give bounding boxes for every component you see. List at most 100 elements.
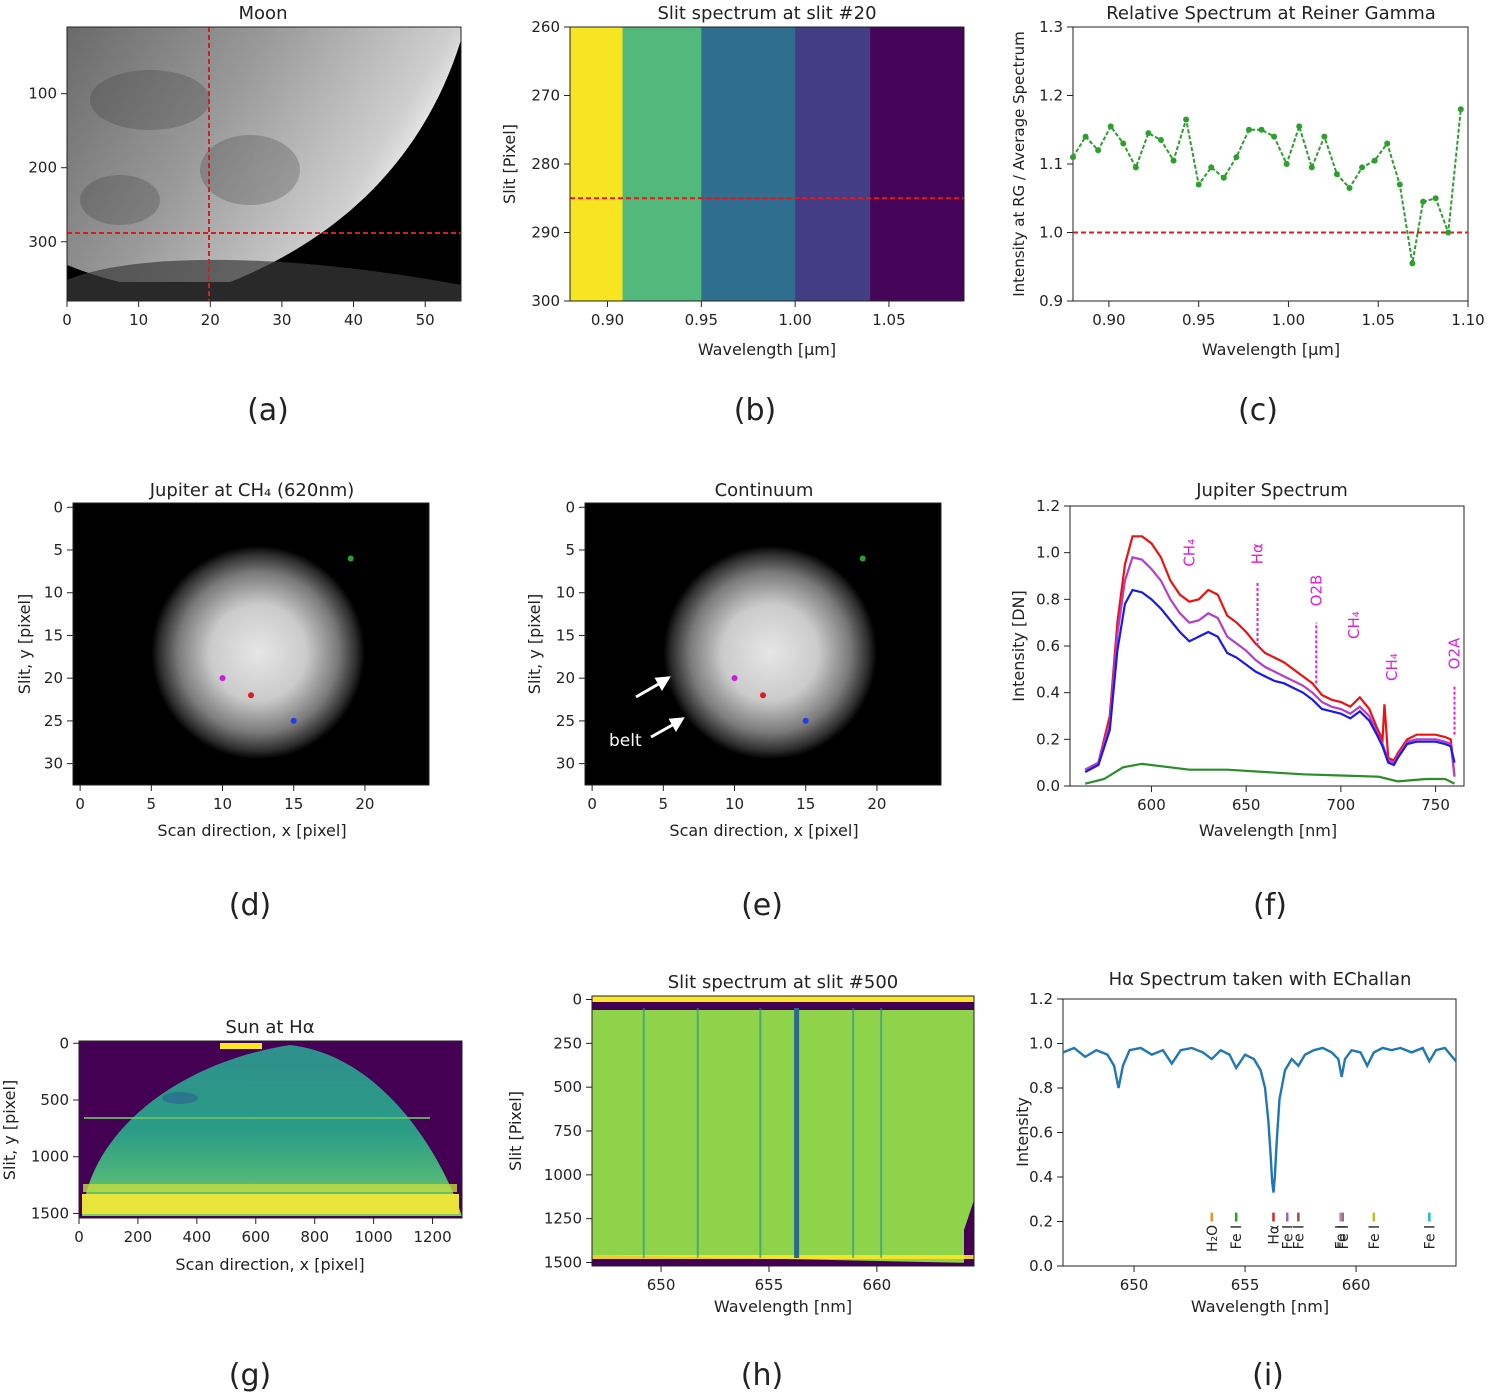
data-point xyxy=(1457,106,1464,113)
line-id-label: Fe I xyxy=(1367,1225,1383,1249)
x-tick-label: 10 xyxy=(725,795,744,813)
panel-g-sun-halpha: Sun at Hα 0 200 400 600 800 1000 1200 0 500 1000 1… xyxy=(0,1017,463,1393)
y-tick-label: 0.4 xyxy=(1029,1168,1053,1186)
panel-g-ylabel: Slit, y [pixel] xyxy=(0,1080,19,1180)
x-tick-label: 20 xyxy=(201,311,220,329)
x-tick-label: 40 xyxy=(344,311,363,329)
panel-a-label: (a) xyxy=(247,393,289,428)
y-tick-label: 0.6 xyxy=(1036,637,1060,655)
y-tick-label: 0.4 xyxy=(1036,684,1060,702)
x-tick-label: 20 xyxy=(355,795,374,813)
feature-label: CH₄ xyxy=(1345,611,1363,639)
panel-d-title: Jupiter at CH₄ (620nm) xyxy=(149,480,355,501)
data-point xyxy=(1157,137,1164,144)
spectrum-line xyxy=(1084,535,1456,777)
x-tick-label: 1200 xyxy=(413,1228,451,1246)
x-tick-label: 10 xyxy=(213,795,232,813)
data-point xyxy=(1095,147,1102,154)
x-tick-label: 655 xyxy=(1231,1276,1260,1294)
y-tick-label: 0.9 xyxy=(1039,292,1063,310)
jupiter-disk xyxy=(151,545,365,760)
x-tick-label: 50 xyxy=(416,311,435,329)
line-id-label: Fe I xyxy=(1229,1225,1245,1249)
x-tick-label: 660 xyxy=(863,1276,892,1294)
panel-g-title: Sun at Hα xyxy=(225,1017,314,1038)
x-tick-label: 0.95 xyxy=(685,311,718,329)
data-point xyxy=(1296,123,1303,130)
x-tick-label: 800 xyxy=(300,1228,329,1246)
feature-label: CH₄ xyxy=(1383,653,1401,681)
data-point xyxy=(1384,140,1391,147)
x-tick-label: 0.90 xyxy=(591,311,624,329)
x-tick-label: 0.90 xyxy=(1092,311,1125,329)
data-point xyxy=(1308,164,1315,171)
panel-f-title: Jupiter Spectrum xyxy=(1195,480,1348,501)
panel-f-jupiter-spectrum: Jupiter Spectrum CH₄ Hα O2B CH₄ CH₄ O2A 600 65… xyxy=(1009,480,1465,923)
y-tick-label: 750 xyxy=(553,1122,582,1140)
sample-point xyxy=(760,692,766,699)
y-tick-label: 280 xyxy=(531,155,560,173)
panel-f-ylabel: Intensity [DN] xyxy=(1009,590,1028,702)
x-tick-label: 5 xyxy=(147,795,157,813)
panel-d-jupiter-ch4: Jupiter at CH₄ (620nm) 0 5 10 15 20 0 5 10 15 20 2… xyxy=(15,480,430,923)
x-tick-label: 650 xyxy=(647,1276,676,1294)
x-tick-label: 0 xyxy=(74,1228,84,1246)
y-tick-label: 100 xyxy=(28,85,57,103)
x-tick-label: 15 xyxy=(796,795,815,813)
x-tick-label: 655 xyxy=(755,1276,784,1294)
data-point xyxy=(1195,181,1202,188)
y-tick-label: 1500 xyxy=(544,1253,582,1271)
data-point xyxy=(1183,116,1190,123)
data-point xyxy=(1082,133,1089,140)
y-tick-label: 15 xyxy=(556,626,575,644)
data-point xyxy=(1120,140,1127,147)
x-tick-label: 650 xyxy=(1232,796,1261,814)
data-point xyxy=(1145,130,1152,137)
x-tick-label: 15 xyxy=(284,795,303,813)
x-tick-label: 750 xyxy=(1421,796,1450,814)
data-point xyxy=(1245,126,1252,133)
y-tick-label: 0.2 xyxy=(1036,730,1060,748)
data-point xyxy=(1359,164,1366,171)
y-tick-label: 1.1 xyxy=(1039,155,1063,173)
x-tick-label: 1.05 xyxy=(872,311,905,329)
panel-c-ylabel: Intensity at RG / Average Spectrum xyxy=(1010,31,1028,297)
data-point xyxy=(1445,229,1452,236)
spectrum-line xyxy=(1084,588,1456,773)
y-tick-label: 0 xyxy=(59,1034,69,1052)
y-tick-label: 1.0 xyxy=(1029,1035,1053,1053)
panel-h-label: (h) xyxy=(741,1358,783,1393)
data-point xyxy=(1271,133,1278,140)
y-tick-label: 30 xyxy=(44,755,63,773)
y-tick-label: 0 xyxy=(565,498,575,516)
y-tick-label: 290 xyxy=(531,224,560,242)
data-point xyxy=(1283,161,1290,167)
panel-e-label: (e) xyxy=(741,888,783,923)
x-tick-label: 20 xyxy=(867,795,886,813)
x-tick-label: 700 xyxy=(1327,796,1356,814)
y-tick-label: 1000 xyxy=(31,1148,69,1166)
y-tick-label: 20 xyxy=(44,669,63,687)
panel-d-xlabel: Scan direction, x [pixel] xyxy=(157,821,346,840)
y-tick-label: 0.8 xyxy=(1036,590,1060,608)
panel-f-xlabel: Wavelength [nm] xyxy=(1199,821,1337,840)
x-tick-label: 1000 xyxy=(355,1228,393,1246)
x-tick-label: 30 xyxy=(272,311,291,329)
panel-e-continuum: Continuum belt 0 5 10 15 20 0 5 10 15 20 25 30 Scan… xyxy=(525,480,942,923)
spectrum-line xyxy=(1084,762,1456,785)
data-point xyxy=(1208,164,1215,171)
feature-label: CH₄ xyxy=(1180,539,1198,567)
y-tick-label: 0 xyxy=(53,498,63,516)
line-id-label: Fe I xyxy=(1334,1225,1350,1249)
panel-d-ylabel: Slit, y [pixel] xyxy=(15,594,34,694)
panel-e-ylabel: Slit, y [pixel] xyxy=(525,594,544,694)
y-tick-label: 25 xyxy=(556,712,575,730)
y-tick-label: 0.0 xyxy=(1036,777,1060,795)
y-tick-label: 25 xyxy=(44,712,63,730)
x-tick-label: 400 xyxy=(183,1228,212,1246)
y-tick-label: 30 xyxy=(556,755,575,773)
data-point xyxy=(1333,171,1340,178)
data-point xyxy=(1321,133,1328,140)
